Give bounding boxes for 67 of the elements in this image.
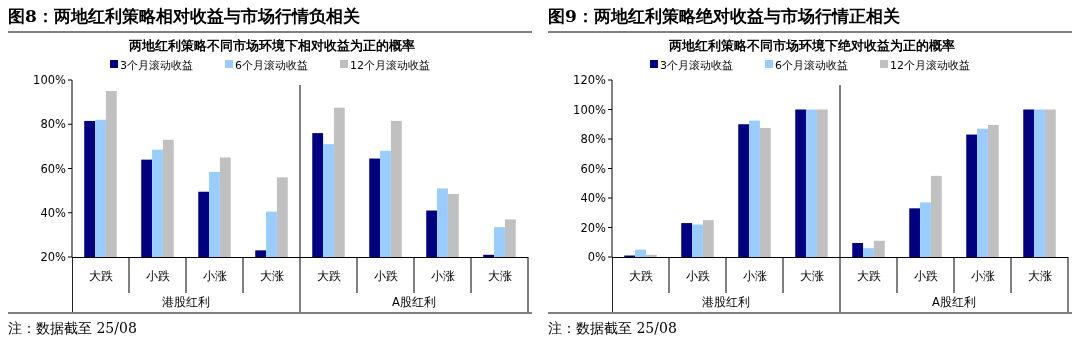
legend-label: 3个月滚动收益 xyxy=(120,59,193,72)
bar xyxy=(635,249,646,257)
y-tick-label: 100% xyxy=(33,73,67,87)
chart-subtitle: 两地红利策略不同市场环境下相对收益为正的概率 xyxy=(128,38,415,53)
legend-label: 12个月滚动收益 xyxy=(350,59,430,72)
text: A股红利 xyxy=(932,295,976,309)
chart-title: 图8：两地红利策略相对收益与市场行情负相关 xyxy=(8,6,360,26)
chart-subtitle: 两地红利策略不同市场环境下绝对收益为正的概率 xyxy=(668,38,955,53)
bar xyxy=(930,175,942,257)
bar xyxy=(873,240,885,257)
x-tick-label: 小涨 xyxy=(202,269,227,283)
bar xyxy=(795,109,807,257)
bar xyxy=(1044,109,1056,257)
bar xyxy=(738,124,750,257)
y-tick-label: 120% xyxy=(573,73,607,87)
y-tick-label: 0% xyxy=(587,250,607,264)
legend-label: 12个月滚动收益 xyxy=(890,59,970,72)
bar xyxy=(909,208,921,257)
bar xyxy=(806,109,817,257)
bar xyxy=(692,224,703,257)
y-tick-label: 60% xyxy=(580,161,607,176)
bar xyxy=(645,254,657,257)
bar xyxy=(759,127,771,257)
bar xyxy=(1034,109,1045,257)
y-tick-label: 60% xyxy=(40,161,67,176)
x-tick-label: 大跌 xyxy=(316,269,341,283)
text: 港股红利 xyxy=(162,295,210,309)
y-tick-label: 40% xyxy=(40,205,67,220)
x-tick-label: 小跌 xyxy=(373,269,398,283)
legend-label: 6个月滚动收益 xyxy=(235,59,308,72)
chart-title: 图9：两地红利策略绝对收益与市场行情正相关 xyxy=(548,6,900,26)
x-tick-label: 大跌 xyxy=(88,269,113,283)
bar xyxy=(702,220,714,257)
x-tick-label: 小涨 xyxy=(742,269,767,283)
bar xyxy=(977,128,988,257)
x-tick-label: 大跌 xyxy=(856,269,881,283)
bar xyxy=(987,124,999,257)
bar xyxy=(816,109,828,257)
x-tick-label: 大涨 xyxy=(799,269,824,283)
x-tick-label: 大跌 xyxy=(628,269,653,283)
x-tick-label: 小涨 xyxy=(430,269,455,283)
text: 注：数据截至 25/08 xyxy=(548,320,677,336)
y-tick-label: 20% xyxy=(580,220,607,235)
bar xyxy=(920,202,931,257)
y-tick-label: 80% xyxy=(580,132,607,146)
y-tick-label: 80% xyxy=(40,117,67,132)
bar xyxy=(749,120,760,257)
text: 港股红利 xyxy=(702,295,750,309)
bar xyxy=(852,242,864,257)
y-tick-label: 20% xyxy=(40,250,67,264)
text: 注：数据截至 25/08 xyxy=(8,320,137,336)
text: A股红利 xyxy=(392,295,436,309)
x-tick-label: 大涨 xyxy=(487,269,512,283)
y-tick-label: 40% xyxy=(580,191,607,205)
legend-label: 6个月滚动收益 xyxy=(775,59,848,72)
y-tick-label: 100% xyxy=(573,102,607,117)
x-tick-label: 小跌 xyxy=(685,269,710,283)
bar xyxy=(966,134,978,257)
bar xyxy=(1023,109,1035,257)
bar xyxy=(681,223,693,257)
x-tick-label: 大涨 xyxy=(1027,269,1052,283)
legend-label: 3个月滚动收益 xyxy=(660,59,733,72)
x-tick-label: 小跌 xyxy=(145,269,170,283)
bar xyxy=(863,248,874,257)
x-tick-label: 小涨 xyxy=(970,269,995,283)
x-tick-label: 小跌 xyxy=(913,269,938,283)
x-tick-label: 大涨 xyxy=(259,269,284,283)
